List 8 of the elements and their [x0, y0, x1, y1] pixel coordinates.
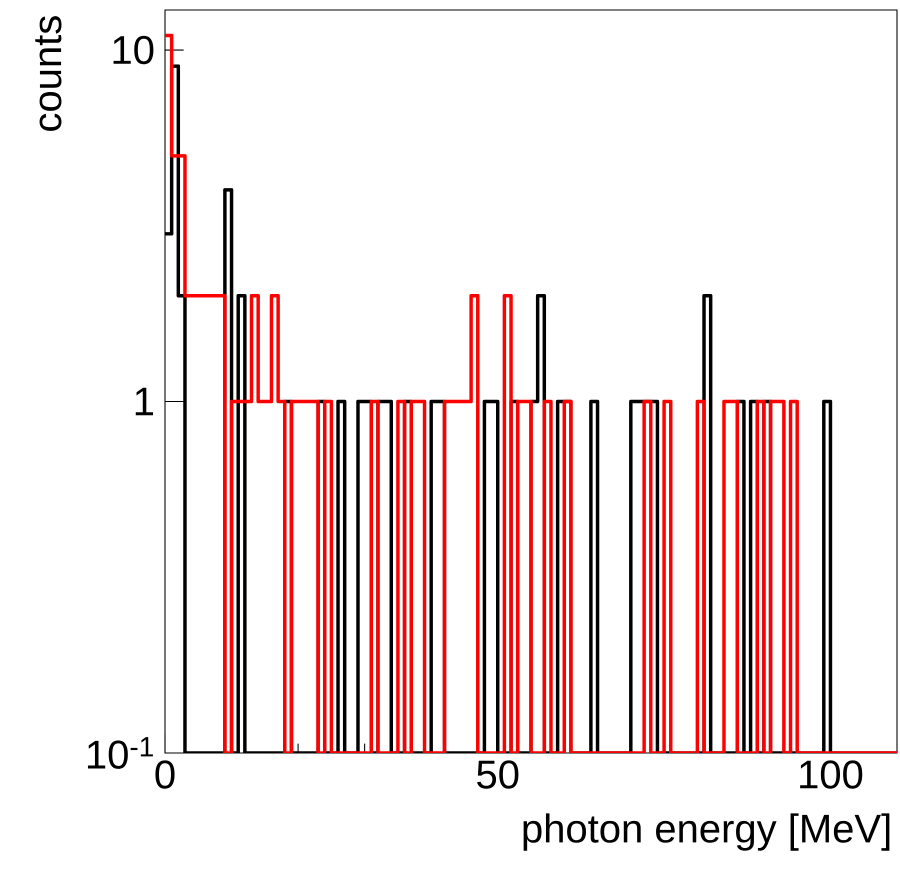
y-tick-label: 10: [114, 36, 154, 64]
y-tick-label: 10$^{-1}$: [88, 737, 153, 769]
x-tick-label: 50: [477, 760, 518, 789]
x-tick-label: 0: [155, 760, 175, 789]
x-axis-title: photon energy [MeV]: [524, 813, 890, 851]
y-tick-label: 1: [136, 388, 154, 416]
y-axis-title: counts: [35, 16, 62, 131]
x-tick-label: 100: [800, 760, 862, 789]
